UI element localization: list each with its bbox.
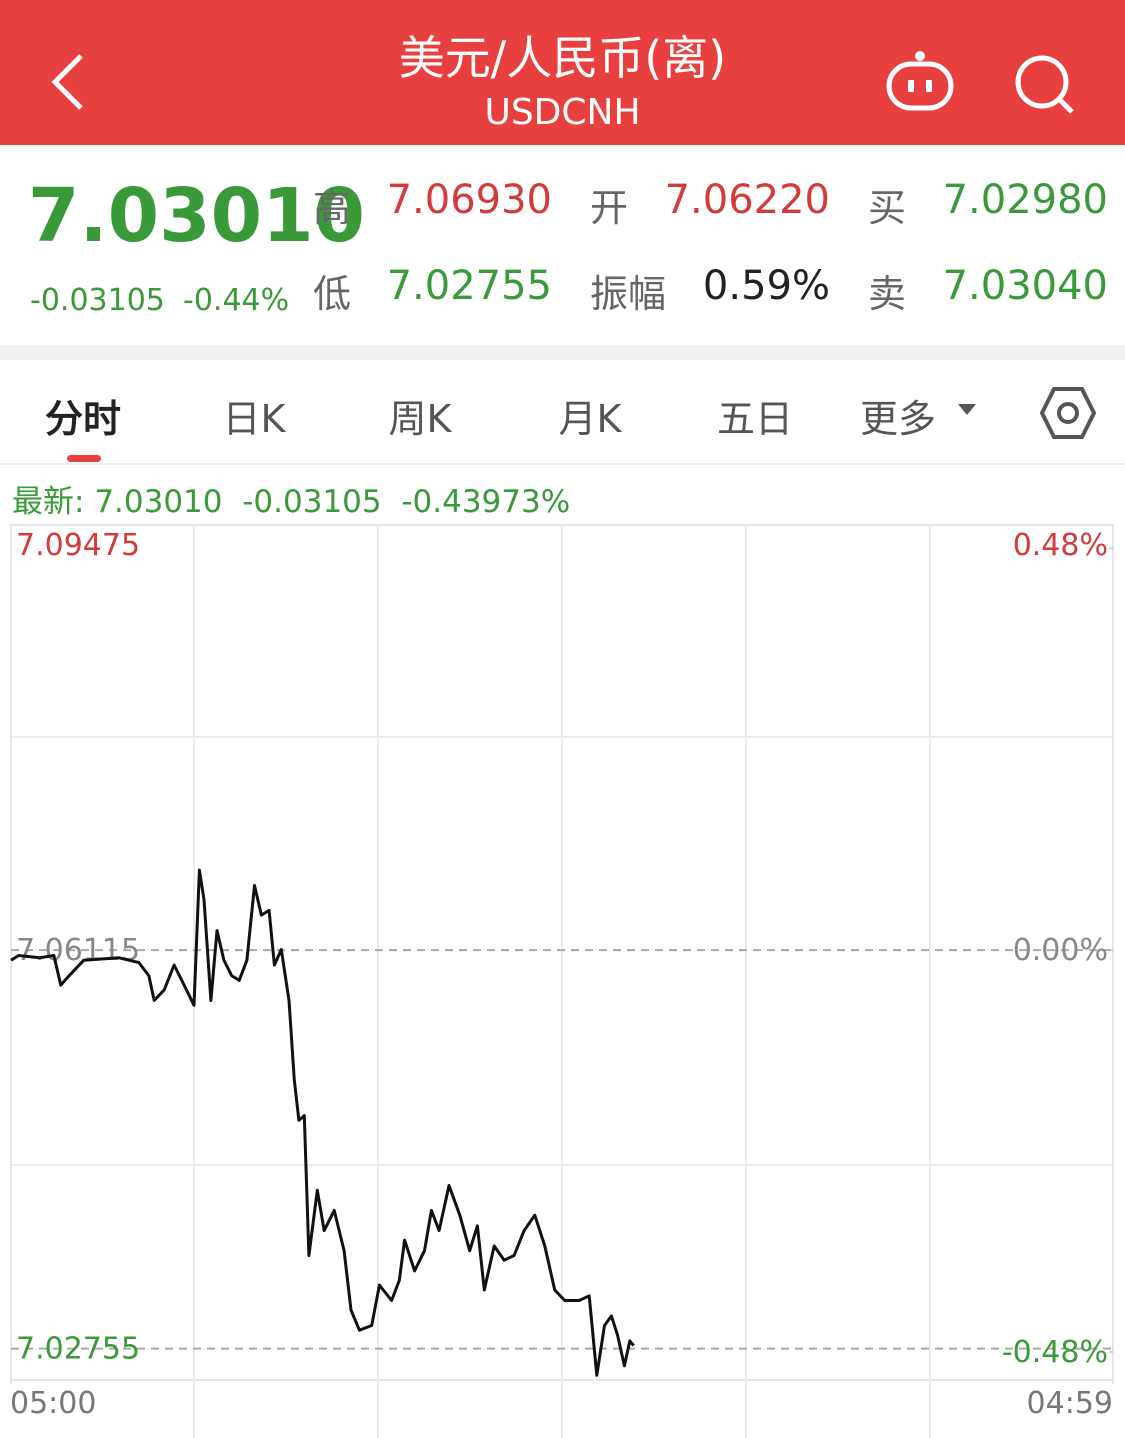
latest-price: 7.03010 [94, 484, 223, 520]
field-value: 7.03040 [942, 263, 1108, 309]
dropdown-caret [958, 404, 976, 415]
price: 7.03010 [28, 173, 366, 259]
field-value: 7.02980 [942, 177, 1108, 223]
x-tick-label: 04:59 [1027, 1386, 1113, 1421]
quote-panel: 7.03010 -0.03105 -0.44% 高 7.06930 开 7.06220… [0, 145, 1125, 345]
change: -0.03105 [30, 283, 165, 318]
y-tick-label: 7.09475 [16, 528, 140, 563]
grid [11, 525, 1113, 1438]
tab[interactable]: 分时 [44, 397, 122, 441]
back-button[interactable] [45, 50, 90, 115]
field-label: 卖 [868, 272, 907, 316]
tab[interactable]: 周K [388, 397, 452, 441]
tab[interactable]: 月K [558, 397, 622, 441]
latest-label: 最新: [12, 484, 85, 520]
tab-border [0, 463, 1125, 465]
settings-icon[interactable] [1040, 385, 1096, 441]
robot-icon[interactable] [884, 48, 956, 113]
field-label: 低 [313, 272, 352, 316]
field-label: 开 [590, 186, 629, 230]
field-value: 7.06220 [664, 177, 830, 223]
latest: 最新: 7.03010 -0.03105 -0.43973% [12, 476, 570, 521]
latest-change: -0.03105 [242, 484, 382, 520]
subtitle: USDCNH [484, 92, 641, 133]
field-value: 0.59% [702, 263, 830, 309]
field-label: 振幅 [590, 272, 667, 316]
y2-tick-label: -0.48% [1002, 1335, 1108, 1370]
field-value: 7.02755 [386, 263, 552, 309]
price-line [10, 868, 635, 1377]
chart: 7.02755 7.06115 7.09475 -0.48% 0.00% 0.48% 05:… [10, 524, 1114, 1438]
divider [0, 345, 1125, 360]
tab-indicator [67, 455, 101, 462]
tab[interactable]: 日K [222, 397, 286, 441]
tab[interactable]: 五日 [716, 397, 794, 441]
title: 美元/人民币(离) [398, 31, 727, 85]
latest-change-pct: -0.43973% [401, 484, 571, 520]
field-label: 买 [868, 186, 907, 230]
y2-tick-label: 0.00% [1013, 933, 1108, 968]
field-value: 7.06930 [386, 177, 552, 223]
field-label: 高 [313, 186, 352, 230]
x-tick-label: 05:00 [10, 1386, 96, 1421]
y-tick-label: 7.06115 [16, 933, 140, 968]
header: 美元/人民币(离) USDCNH [0, 0, 1125, 145]
change-pct: -0.44% [183, 283, 290, 318]
y2-tick-label: 0.48% [1013, 528, 1108, 563]
search-icon[interactable] [1012, 52, 1077, 117]
tab[interactable]: 更多 [859, 397, 937, 441]
y-tick-label: 7.02755 [16, 1332, 140, 1367]
